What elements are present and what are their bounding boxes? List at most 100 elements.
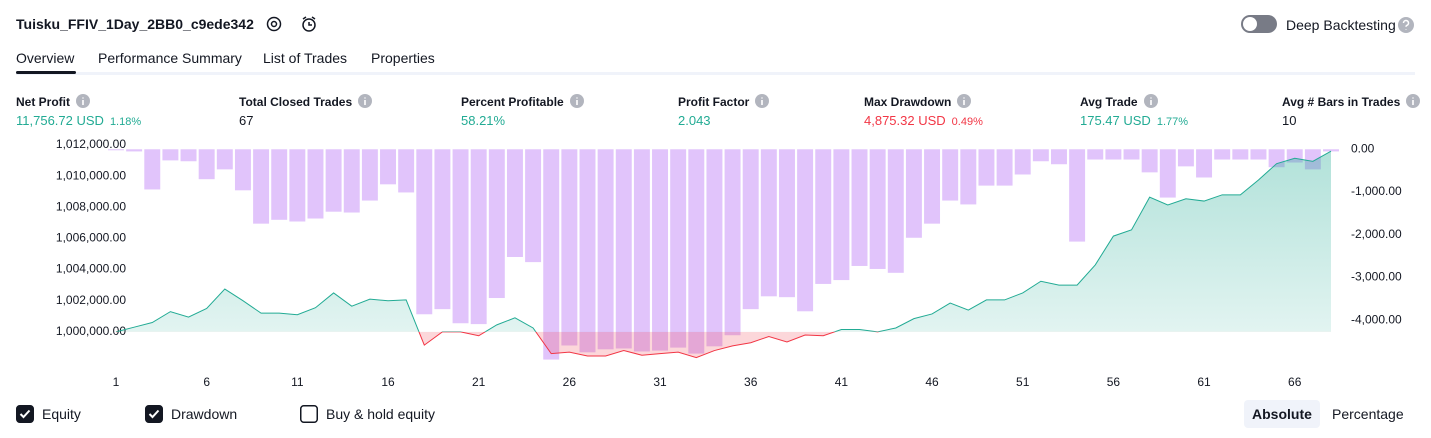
legend-label[interactable]: Buy & hold equity [326, 406, 435, 422]
toggle-label: Deep Backtesting [1286, 17, 1396, 33]
x-tick-label: 1 [113, 375, 120, 389]
alert-icon[interactable] [302, 18, 316, 32]
x-tick-label: 6 [203, 375, 210, 389]
drawdown-bar [706, 149, 723, 347]
drawdown-bar [1323, 149, 1339, 152]
alert-icon-hands [302, 16, 316, 26]
legend-label[interactable]: Drawdown [171, 406, 238, 422]
drawdown-bar [1177, 149, 1194, 167]
drawdown-bar [688, 149, 705, 354]
metric-label: Avg Trade [1080, 95, 1138, 109]
x-tick-label: 56 [1107, 375, 1121, 389]
info-icon[interactable] [1406, 94, 1420, 108]
drawdown-bar [343, 149, 360, 213]
drawdown-bar [1069, 149, 1086, 242]
drawdown-bar [470, 149, 487, 325]
info-icon[interactable] [570, 94, 584, 108]
metric-value: 4,875.32 USD 0.49% [864, 113, 983, 128]
drawdown-bar [1032, 149, 1049, 162]
checkbox-box [300, 405, 318, 423]
tabs-divider [16, 72, 1415, 75]
help-icon[interactable] [1397, 16, 1415, 34]
x-tick-label: 41 [835, 375, 849, 389]
x-tick-label: 46 [925, 375, 939, 389]
drawdown-bar [561, 149, 578, 346]
legend-label[interactable]: Equity [42, 406, 81, 422]
tab[interactable]: Overview [16, 50, 75, 66]
strategy-title: Tuisku_FFIV_1Day_2BB0_c9ede342 [16, 16, 254, 32]
checkbox[interactable] [16, 405, 34, 423]
y-tick-label: 1,008,000.00 [56, 199, 126, 213]
checkbox[interactable] [300, 405, 318, 423]
drawdown-bar [724, 149, 741, 336]
drawdown-bar [162, 149, 179, 161]
x-tick-label: 21 [472, 375, 486, 389]
drawdown-bar [180, 149, 197, 162]
y-tick-label: 1,010,000.00 [56, 168, 126, 182]
toggle-knob [1243, 17, 1257, 31]
y-tick-label: 1,012,000.00 [56, 137, 126, 151]
drawdown-bar [198, 149, 215, 180]
mode-button[interactable]: Absolute [1244, 400, 1320, 428]
drawdown-bar [851, 149, 868, 266]
drawdown-bar [361, 149, 378, 201]
y-tick-label: 1,004,000.00 [56, 262, 126, 276]
drawdown-bar [126, 149, 143, 152]
drawdown-bar [778, 149, 795, 298]
tab[interactable]: List of Trades [263, 50, 348, 66]
drawdown-bar [271, 149, 288, 220]
drawdown-bar [398, 149, 415, 193]
mode-button[interactable]: Percentage [1332, 406, 1404, 422]
checkbox[interactable] [145, 405, 163, 423]
x-tick-label: 11 [291, 375, 304, 389]
info-icon[interactable] [76, 94, 90, 108]
drawdown-bar [434, 149, 451, 310]
drawdown-bar [488, 149, 505, 299]
x-tick-label: 16 [381, 375, 395, 389]
equity-area-negative [418, 331, 835, 358]
drawdown-bar [144, 149, 161, 190]
header-icons[interactable] [264, 14, 324, 34]
toggle[interactable] [1240, 14, 1280, 34]
drawdown-bar [1159, 149, 1176, 198]
info-icon[interactable] [957, 94, 971, 108]
settings-icon-core [270, 20, 278, 28]
y-tick-label: 1,002,000.00 [56, 293, 126, 307]
metric-value-text: 10 [1282, 113, 1297, 128]
info-icon[interactable] [1144, 94, 1158, 108]
drawdown-bar [905, 149, 922, 238]
tab[interactable]: Performance Summary [98, 50, 242, 66]
metric-value: 175.47 USD 1.77% [1080, 113, 1188, 128]
metric-change: 0.49% [951, 116, 983, 128]
metric-value-text: 58.21% [461, 113, 506, 128]
y2-tick-label: -1,000.00 [1351, 184, 1402, 198]
drawdown-bar [978, 149, 995, 186]
metric-value: 58.21% [461, 113, 505, 128]
y2-tick-label: -3,000.00 [1351, 270, 1402, 284]
x-tick-label: 36 [744, 375, 758, 389]
drawdown-bar [760, 149, 777, 297]
drawdown-bar [1141, 149, 1158, 173]
y2-tick-label: 0.00 [1351, 141, 1375, 155]
drawdown-bar [652, 149, 669, 351]
metric-value-text: 67 [239, 113, 254, 128]
metric-value-text: 2.043 [678, 113, 711, 128]
drawdown-bar [924, 149, 941, 224]
y-tick-label: 1,006,000.00 [56, 231, 126, 245]
metric-label: Total Closed Trades [239, 95, 353, 109]
metric-value: 67 [239, 113, 253, 128]
info-icon[interactable] [755, 94, 769, 108]
drawdown-bar [1087, 149, 1104, 160]
drawdown-bar [1051, 149, 1067, 165]
settings-icon[interactable] [266, 16, 282, 32]
metric-label: Avg # Bars in Trades [1282, 95, 1401, 109]
tab[interactable]: Properties [371, 50, 435, 66]
metric-value-text: 175.47 USD [1080, 113, 1151, 128]
drawdown-bar [887, 149, 904, 273]
info-icon[interactable] [358, 94, 372, 108]
drawdown-bar [452, 149, 469, 324]
drawdown-bar [1250, 149, 1267, 160]
metric-change: 1.77% [1156, 116, 1189, 128]
drawdown-bar [380, 149, 396, 185]
